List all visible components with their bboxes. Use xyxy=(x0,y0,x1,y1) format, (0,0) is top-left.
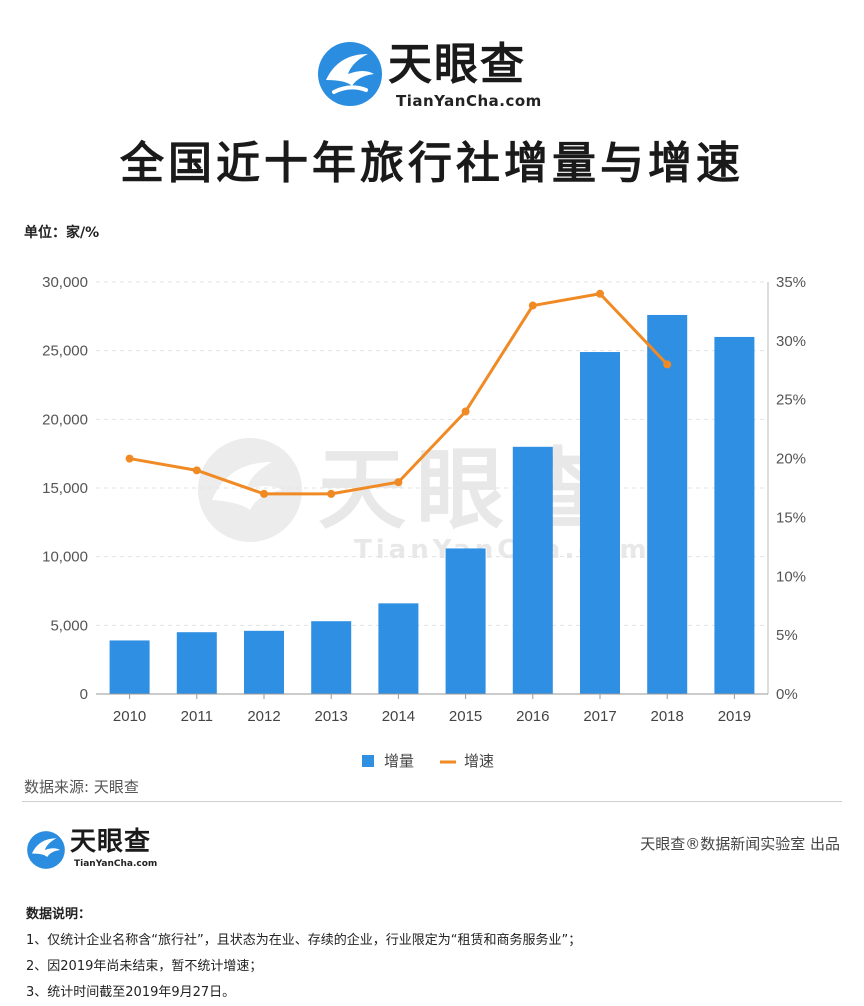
x-tick-label: 2013 xyxy=(315,708,348,725)
unit-label: 单位：家/% xyxy=(24,225,100,241)
x-tick-label: 2019 xyxy=(718,708,751,725)
note-item: 3、统计时间截至2019年9月27日。 xyxy=(26,985,236,1000)
line-point xyxy=(260,489,268,498)
divider xyxy=(22,801,842,802)
brand-logo-bottom: 天眼查 TianYanCha.com xyxy=(26,826,206,876)
line-point xyxy=(192,466,201,475)
bar xyxy=(109,640,150,694)
line-point xyxy=(327,489,336,498)
x-tick-label: 2010 xyxy=(113,708,146,725)
line-point xyxy=(461,407,470,416)
x-tick-label: 2011 xyxy=(181,708,213,725)
legend: 增量 增速 xyxy=(362,752,494,770)
legend-label-bar: 增量 xyxy=(384,752,414,770)
data-source: 数据来源: 天眼查 xyxy=(24,778,139,796)
bar xyxy=(647,314,688,694)
y-right-tick-label: 5% xyxy=(776,627,798,644)
y-right-tick-label: 25% xyxy=(776,392,806,409)
note-item: 1、仅统计企业名称含“旅行社”，且状态为在业、存续的企业，行业限定为“租赁和商务… xyxy=(26,933,582,948)
line-point xyxy=(596,289,604,298)
legend-swatch-bar xyxy=(362,755,374,767)
x-tick-label: 2012 xyxy=(247,708,280,725)
line-point xyxy=(125,454,134,463)
note-item: 2、因2019年尚未结束，暂不统计增速； xyxy=(26,959,263,974)
x-tick-label: 2017 xyxy=(583,708,616,725)
bar xyxy=(176,632,217,694)
brand-url: TianYanCha.com xyxy=(396,92,542,110)
y-right-tick-label: 35% xyxy=(776,274,806,291)
y-left-tick-label: 15,000 xyxy=(42,480,88,497)
x-tick-label: 2018 xyxy=(651,708,684,725)
page-title: 全国近十年旅行社增量与增速 xyxy=(120,138,744,189)
line-point xyxy=(663,360,672,369)
brand-name: 天眼查 xyxy=(388,39,526,90)
data-notes: 数据说明： 1、仅统计企业名称含“旅行社”，且状态为在业、存续的企业，行业限定为… xyxy=(26,902,581,1006)
x-tick-label: 2015 xyxy=(449,708,482,725)
watermark-name: 天眼查 xyxy=(318,438,612,541)
y-left-tick-label: 0 xyxy=(80,686,88,703)
y-right-tick-label: 30% xyxy=(776,333,806,350)
watermark: 天眼查 TianYanCha.com xyxy=(198,438,647,565)
bar xyxy=(580,352,620,694)
notes-title: 数据说明： xyxy=(26,907,92,922)
y-right-tick-label: 15% xyxy=(776,509,806,526)
y-left-tick-label: 25,000 xyxy=(42,343,88,360)
y-left-tick-label: 20,000 xyxy=(42,411,88,428)
brand-logo-top: 天眼查 TianYanCha.com xyxy=(316,38,556,112)
y-axis-left: 0 5,000 10,000 15,000 20,000 25,000 30,000 xyxy=(42,274,88,703)
y-left-tick-label: 30,000 xyxy=(42,274,88,291)
line-series xyxy=(125,289,672,498)
tianyancha-logo-icon xyxy=(318,42,382,106)
tianyancha-logo-icon xyxy=(27,831,65,869)
x-tick-label: 2014 xyxy=(382,708,415,725)
y-axis-right: 0% 5% 10% 15% 20% 25% 30% 35% xyxy=(767,274,806,703)
line-point xyxy=(528,301,537,310)
bar xyxy=(244,630,284,694)
bar xyxy=(714,336,755,694)
brand-name-small: 天眼查 xyxy=(70,827,152,857)
y-left-tick-label: 10,000 xyxy=(42,549,88,566)
credit-text: 天眼查®数据新闻实验室 出品 xyxy=(640,835,840,853)
y-left-tick-label: 5,000 xyxy=(50,617,88,634)
bar xyxy=(512,446,553,694)
y-right-tick-label: 10% xyxy=(776,568,806,585)
brand-url-small: TianYanCha.com xyxy=(74,859,158,869)
bar xyxy=(378,603,419,694)
bar-series xyxy=(109,314,755,694)
x-tick-label: 2016 xyxy=(516,708,549,725)
legend-label-line: 增速 xyxy=(464,752,494,770)
y-right-tick-label: 20% xyxy=(776,451,806,468)
bar xyxy=(445,548,486,694)
y-right-tick-label: 0% xyxy=(776,686,798,703)
x-axis: 2010 2011 2012 2013 2014 2015 2016 2017 2018 2019 xyxy=(96,693,768,725)
bar xyxy=(311,621,352,694)
chart: 天眼查 TianYanCha.com 0 5,000 10,000 15,000 20,… xyxy=(42,274,806,770)
line-point xyxy=(394,478,403,487)
